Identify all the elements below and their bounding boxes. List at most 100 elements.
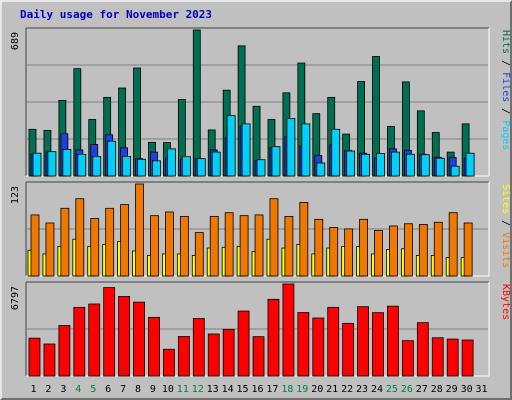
hits-bar-day-12 (192, 29, 201, 177)
visits-bar-day-1 (30, 214, 40, 277)
pages-bar-day-24 (376, 153, 385, 177)
x-tick-label-day-15: 15 (237, 384, 249, 395)
kbytes-bar-day-6 (103, 287, 116, 377)
visits-bar-day-17 (269, 198, 279, 277)
kbytes-bar-day-8 (133, 301, 145, 377)
pages-bar-day-22 (346, 150, 356, 177)
x-tick-label-day-27: 27 (416, 384, 428, 395)
pages-bar-day-16 (256, 159, 266, 177)
kbytes-bar-day-19 (297, 312, 310, 377)
x-tick-label-day-31: 31 (476, 384, 488, 395)
visits-bar-day-18 (284, 215, 294, 277)
pages-bar-day-6 (107, 140, 117, 177)
x-tick-label-day-4: 4 (75, 384, 81, 395)
visits-bar-day-6 (105, 207, 115, 277)
pages-bar-day-18 (286, 118, 296, 177)
pages-bar-day-15 (241, 123, 251, 177)
visits-bar-day-19 (299, 201, 309, 277)
panel-2-legend: Sites / Visits (500, 184, 511, 268)
visits-bar-day-27 (418, 224, 428, 277)
pages-bar-day-29 (450, 165, 460, 177)
kbytes-bar-day-23 (357, 306, 369, 377)
x-tick-label-day-11: 11 (177, 384, 189, 395)
panel-2-max-label: 123 (10, 186, 21, 204)
kbytes-bar-day-9 (148, 316, 160, 377)
x-tick-label-day-21: 21 (326, 384, 338, 395)
visits-bar-day-2 (45, 222, 55, 277)
legend-separator: / (500, 102, 511, 120)
visits-bar-day-21 (329, 227, 339, 277)
kbytes-bar-day-25 (387, 305, 399, 377)
x-tick-label-day-14: 14 (222, 384, 234, 395)
kbytes-bar-day-30 (461, 339, 474, 377)
kbytes-bar-day-3 (58, 325, 71, 377)
panel-1-legend: Hits / Files / Pages (500, 30, 511, 150)
kbytes-bar-day-18 (282, 283, 295, 377)
x-tick-label-day-20: 20 (311, 384, 323, 395)
visits-bar-day-9 (150, 215, 159, 277)
x-tick-label-day-18: 18 (281, 384, 293, 395)
legend-files: Files (500, 72, 511, 102)
visits-bar-day-11 (179, 215, 189, 277)
pages-bar-day-5 (92, 156, 102, 177)
kbytes-bar-day-22 (342, 322, 355, 377)
visits-bar-day-15 (239, 215, 249, 277)
visits-bar-day-26 (403, 223, 413, 277)
pages-bar-day-21 (331, 128, 341, 177)
kbytes-bar-day-13 (207, 333, 220, 377)
legend-sites: Sites (500, 184, 511, 214)
chart-title: Daily usage for November 2023 (20, 8, 213, 21)
pages-bar-day-13 (211, 151, 221, 177)
x-tick-label-day-23: 23 (356, 384, 368, 395)
visits-bar-day-5 (90, 218, 100, 277)
x-tick-label-day-16: 16 (251, 384, 263, 395)
panel-3-max-label: 6797 (10, 286, 21, 310)
visits-bar-day-7 (120, 204, 130, 277)
panel-3-legend: KBytes (500, 284, 511, 320)
x-tick-label-day-28: 28 (431, 384, 443, 395)
pages-bar-day-2 (47, 151, 57, 177)
kbytes-bar-day-7 (118, 295, 131, 377)
legend-separator: / (500, 54, 511, 72)
pages-bar-day-25 (391, 151, 400, 177)
pages-bar-day-12 (196, 158, 206, 177)
pages-bar-day-10 (167, 148, 176, 177)
visits-bar-day-30 (463, 222, 473, 277)
visits-bar-day-4 (75, 198, 85, 277)
kbytes-bar-day-21 (327, 306, 340, 377)
pages-bar-day-3 (62, 149, 72, 177)
legend-separator: / (500, 214, 511, 232)
kbytes-bar-day-29 (446, 338, 459, 377)
pages-bar-day-7 (122, 156, 132, 177)
visits-bar-day-22 (344, 228, 354, 277)
kbytes-bar-day-5 (88, 303, 101, 377)
kbytes-bar-day-24 (372, 312, 384, 377)
x-tick-label-day-5: 5 (90, 384, 96, 395)
kbytes-bar-day-28 (431, 337, 444, 377)
visits-bar-day-24 (374, 229, 383, 277)
pages-bar-day-17 (271, 146, 281, 177)
pages-bar-day-8 (137, 158, 146, 177)
visits-bar-day-20 (314, 218, 324, 277)
legend-visits: Visits (500, 232, 511, 268)
legend-hits: Hits (500, 30, 511, 54)
kbytes-bar-day-14 (222, 328, 235, 377)
legend-pages: Pages (500, 120, 511, 150)
kbytes-bar-day-4 (73, 306, 86, 377)
panel-1-max-label: 689 (10, 32, 21, 50)
pages-bar-day-4 (77, 153, 87, 177)
pages-bar-day-27 (420, 154, 430, 177)
visits-bar-day-16 (254, 214, 264, 277)
kbytes-bar-day-16 (252, 336, 265, 377)
kbytes-bar-day-15 (237, 310, 250, 377)
x-tick-label-day-2: 2 (45, 384, 51, 395)
pages-bar-day-1 (32, 152, 42, 177)
x-tick-label-day-12: 12 (192, 384, 204, 395)
x-tick-label-day-29: 29 (446, 384, 458, 395)
x-tick-label-day-6: 6 (105, 384, 111, 395)
pages-bar-day-20 (316, 162, 326, 177)
visits-bar-day-29 (448, 212, 458, 277)
x-tick-label-day-17: 17 (266, 384, 278, 395)
kbytes-bar-day-2 (43, 343, 56, 377)
